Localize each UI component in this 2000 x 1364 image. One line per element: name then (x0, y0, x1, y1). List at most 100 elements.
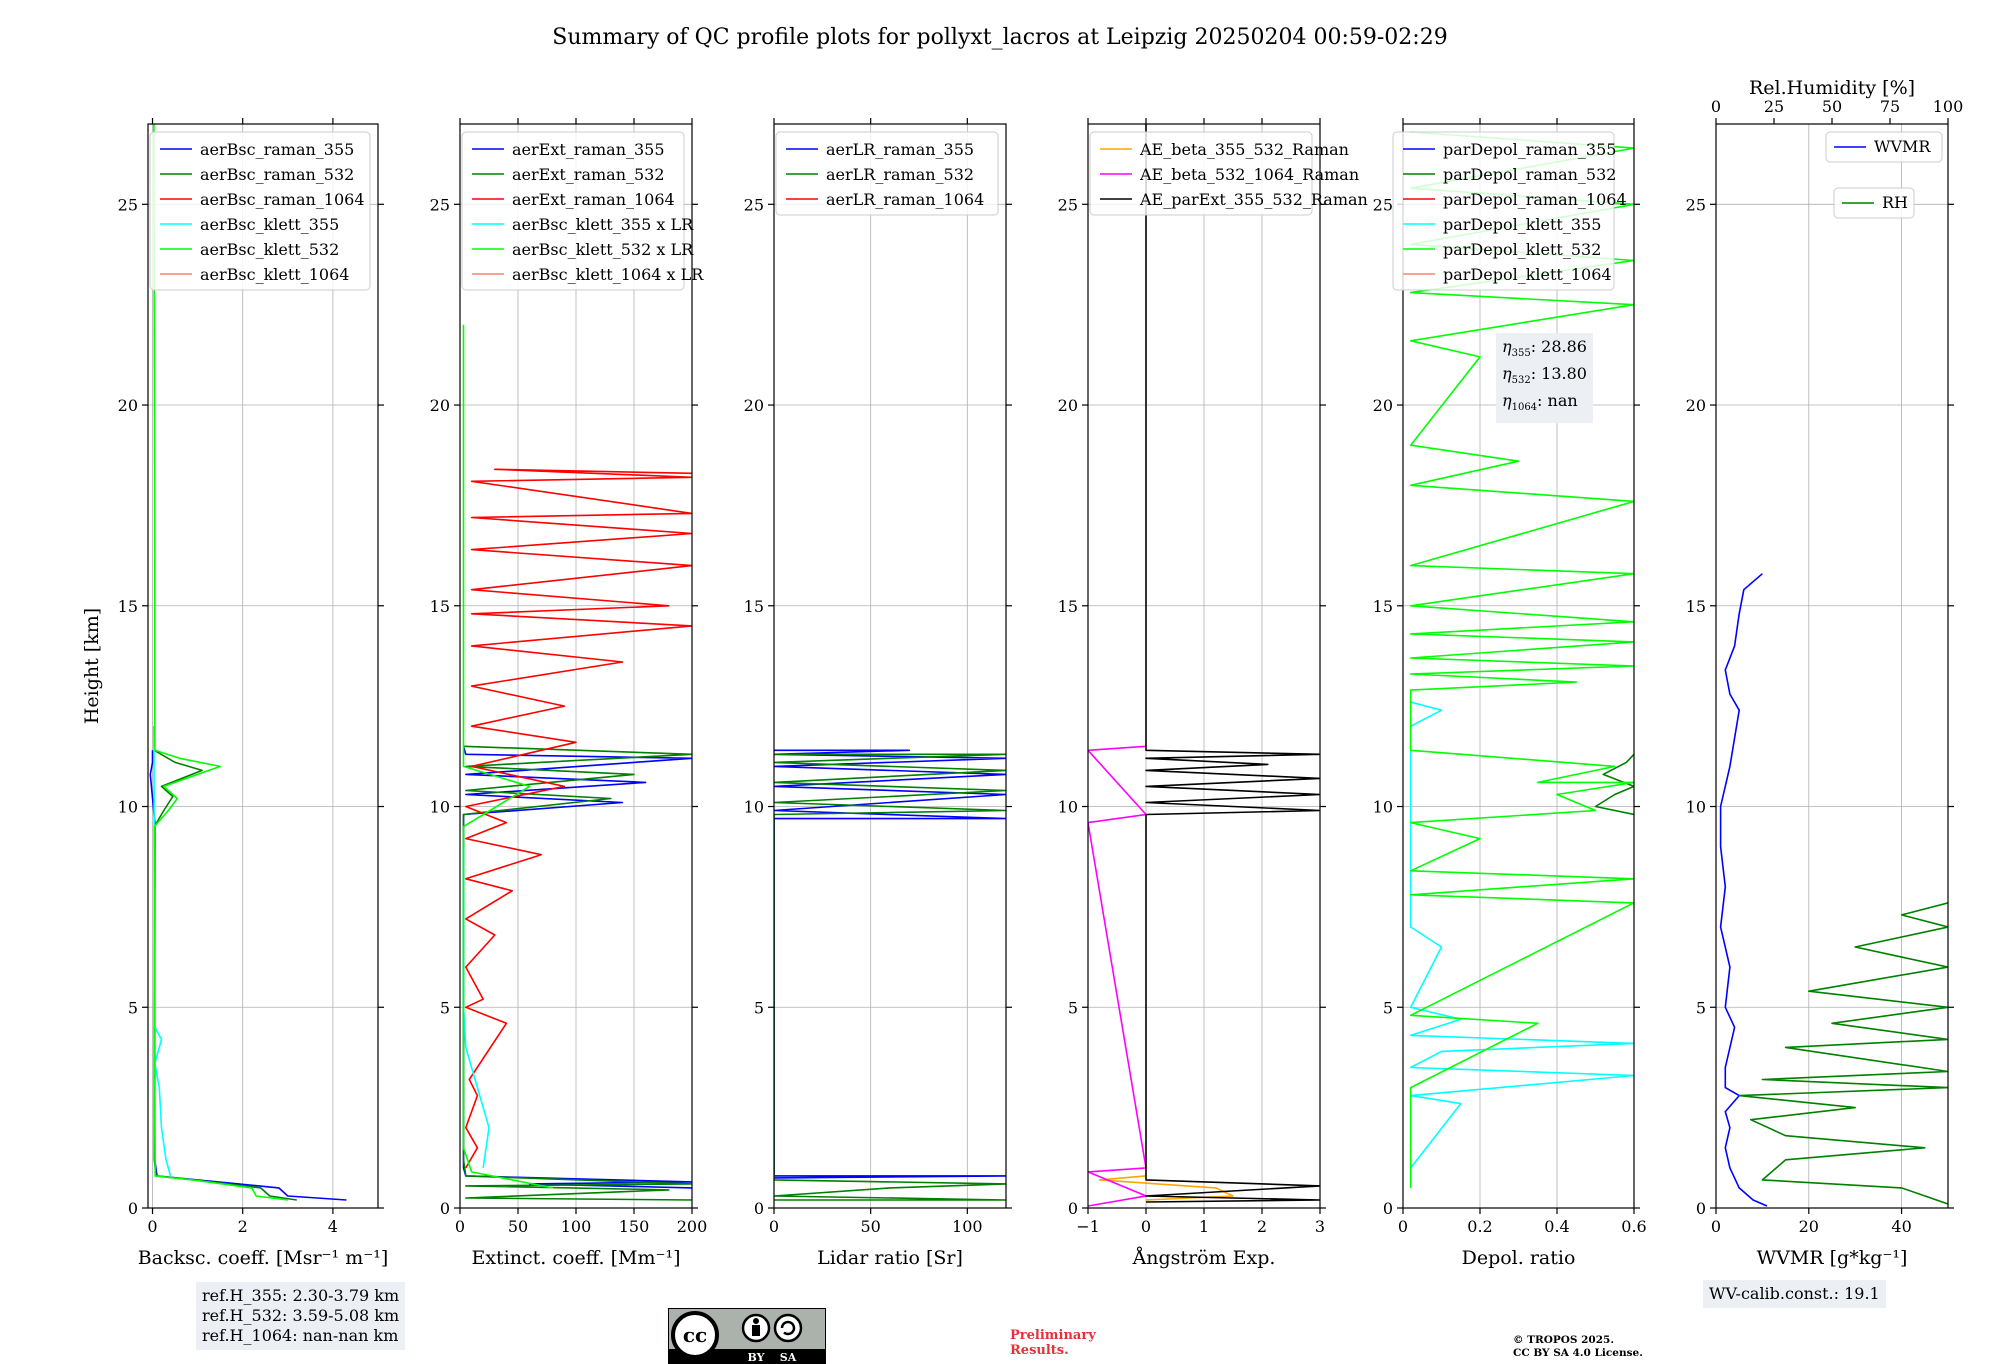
y-tick-label: 20 (1686, 396, 1706, 415)
preliminary-note: Preliminary Results. (1010, 1328, 1096, 1358)
legend-label: parDepol_klett_1064 (1443, 265, 1612, 284)
legend-label: aerBsc_klett_532 x LR (512, 240, 694, 259)
y-tick-label: 10 (430, 798, 450, 817)
x-tick-label: −1 (1076, 1217, 1100, 1236)
series-line (1088, 745, 1147, 1207)
y-tick-label: 5 (1068, 998, 1078, 1017)
copyright-line-1: © TROPOS 2025. (1513, 1334, 1615, 1346)
legend-label: parDepol_klett_355 (1443, 215, 1601, 234)
y-tick-label: 0 (754, 1199, 764, 1218)
panel-wvmr: 0 20 40 0 5 10 15 20 25 0 25 50 75 100 Rel.Humidity [%… (1686, 77, 1964, 1269)
x-tick-label: 0.6 (1621, 1217, 1646, 1236)
x-tick-label: 1 (1199, 1217, 1209, 1236)
y-tick-label: 25 (744, 195, 764, 214)
x-axis-label: Depol. ratio (1462, 1247, 1576, 1269)
y-tick-label: 0 (1696, 1199, 1706, 1218)
series-line (1594, 753, 1634, 816)
x-tick-label: 2 (1257, 1217, 1267, 1236)
x-axis-label: Ångström Exp. (1132, 1247, 1276, 1269)
series-line (1409, 131, 1634, 1188)
y-tick-label: 15 (1058, 597, 1078, 616)
series-group (774, 749, 1006, 1201)
legend-label: aerExt_raman_1064 (512, 190, 675, 209)
legend-frame (775, 131, 999, 216)
x-tick-label: 0 (1398, 1217, 1408, 1236)
x-tick-label: 0 (1141, 1217, 1151, 1236)
preliminary-line-2: Results. (1010, 1343, 1069, 1358)
top-axis-tick-label: 0 (1711, 97, 1721, 116)
copyright-line-2: CC BY SA 4.0 License. (1513, 1347, 1643, 1359)
wv-calib-box: WV-calib.const.: 19.1 (1703, 1280, 1886, 1308)
ref-height-1064: ref.H_1064: nan-nan km (202, 1326, 399, 1345)
eta-1064: η1064: nan (1502, 391, 1578, 414)
by-label: BY (748, 1351, 765, 1364)
x-axis-label: Backsc. coeff. [Msr⁻¹ m⁻¹] (138, 1247, 389, 1269)
legend: aerBsc_raman_355 aerBsc_raman_532 aerBsc_r… (149, 131, 371, 291)
sa-label: SA (780, 1351, 797, 1364)
y-tick-label: 15 (1373, 597, 1393, 616)
y-tick-label: 15 (744, 597, 764, 616)
preliminary-line-1: Preliminary (1010, 1328, 1096, 1343)
eta-355-value: 28.86 (1541, 337, 1587, 356)
eta-box: η355: 28.86 η532: 13.80 η1064: nan (1496, 333, 1593, 423)
ref-height-box: ref.H_355: 2.30-3.79 km ref.H_532: 3.59-… (196, 1282, 406, 1350)
legend-label: AE_parExt_355_532_Raman (1139, 190, 1368, 209)
legend-frame (1089, 131, 1313, 216)
cc-license-badge: cc BY SA (668, 1308, 826, 1364)
legend-label: aerExt_raman_355 (512, 140, 665, 159)
y-tick-label: 5 (1383, 998, 1393, 1017)
series-group (1719, 573, 1948, 1207)
y-tick-label: 0 (1383, 1199, 1393, 1218)
legend: parDepol_raman_355 parDepol_raman_532 parD… (1392, 131, 1627, 291)
ref-height-532: ref.H_532: 3.59-5.08 km (202, 1306, 400, 1325)
y-tick-label: 25 (1686, 195, 1706, 214)
sa-icon (773, 1313, 803, 1343)
y-tick-label: 20 (1058, 396, 1078, 415)
legend: aerExt_raman_355 aerExt_raman_532 aerExt_r… (461, 131, 704, 291)
eta-355: η355: 28.86 (1502, 337, 1587, 360)
x-tick-label: 100 (561, 1217, 592, 1236)
x-tick-label: 3 (1315, 1217, 1325, 1236)
y-tick-label: 20 (430, 396, 450, 415)
series-line (462, 324, 553, 1189)
y-tick-label: 10 (1686, 798, 1706, 817)
series-line (153, 726, 297, 1201)
x-axis-label: WVMR [g*kg⁻¹] (1757, 1247, 1908, 1269)
series-group (462, 324, 692, 1201)
legend-label: parDepol_klett_532 (1443, 240, 1601, 259)
x-axis-label: Extinct. coeff. [Mm⁻¹] (471, 1247, 680, 1269)
series-line (149, 750, 347, 1201)
x-tick-label: 4 (328, 1217, 338, 1236)
y-tick-label: 5 (440, 998, 450, 1017)
y-tick-label: 25 (430, 195, 450, 214)
x-tick-label: 0 (1711, 1217, 1721, 1236)
series-line (462, 746, 692, 1189)
plot-frame (773, 123, 1007, 1209)
legend-label: aerBsc_raman_532 (200, 165, 354, 184)
y-tick-label: 15 (430, 597, 450, 616)
series-group (1088, 124, 1320, 1207)
legend: AE_beta_355_532_Raman AE_beta_532_1064_Ra… (1089, 131, 1368, 216)
plot-frame (1715, 123, 1949, 1209)
y-tick-label: 15 (1686, 597, 1706, 616)
legend-label: aerBsc_klett_355 (200, 215, 339, 234)
series-line (1738, 902, 1948, 1205)
legend-label: aerBsc_klett_1064 x LR (512, 265, 704, 284)
legend-frame (461, 131, 685, 291)
x-tick-label: 0.2 (1467, 1217, 1492, 1236)
y-tick-label: 0 (440, 1199, 450, 1218)
series-group (1409, 131, 1634, 1188)
legend-label: AE_beta_532_1064_Raman (1139, 165, 1359, 184)
legend-label: aerLR_raman_355 (826, 140, 974, 159)
x-tick-label: 0 (147, 1217, 157, 1236)
figure-title: Summary of QC profile plots for pollyxt_… (552, 25, 1447, 50)
top-axis-label: Rel.Humidity [%] (1749, 77, 1915, 99)
series-line (1719, 573, 1768, 1207)
x-tick-label: 2 (238, 1217, 248, 1236)
series-line (462, 745, 692, 1201)
cc-label: cc (683, 1323, 707, 1347)
eta-532-value: 13.80 (1541, 364, 1587, 384)
